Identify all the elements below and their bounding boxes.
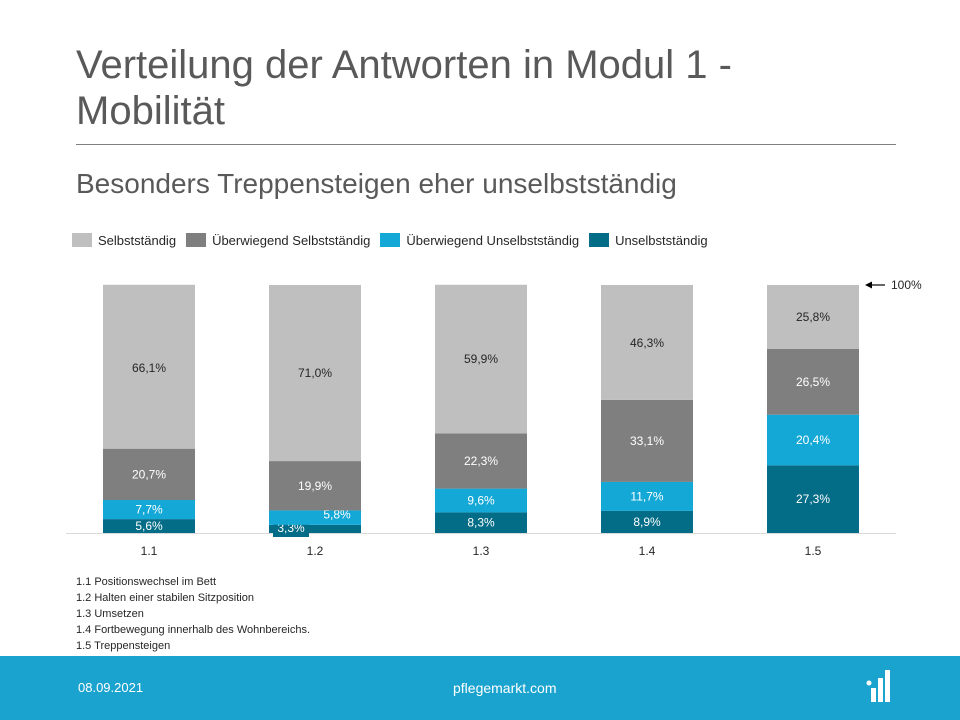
bar-segment <box>767 285 859 349</box>
data-label: 59,9% <box>464 352 498 366</box>
footer-bar: 08.09.2021 pflegemarkt.com <box>0 656 960 720</box>
bar-segment <box>103 500 195 520</box>
bar-segment <box>269 285 361 462</box>
legend-item-ueberwiegend-selbststaendig: Überwiegend Selbstständig <box>186 233 370 248</box>
data-label: 7,7% <box>135 503 163 517</box>
annotation-arrow-head <box>865 281 872 289</box>
data-label: 20,4% <box>796 433 830 447</box>
bar-segment <box>435 433 527 489</box>
legend-item-unselbststaendig: Unselbstständig <box>589 233 708 248</box>
chart-legend: Selbstständig Überwiegend Selbstständig … <box>72 232 718 248</box>
data-label: 27,3% <box>796 492 830 506</box>
data-label: 8,9% <box>633 515 661 529</box>
x-tick-label: 1.1 <box>141 544 158 558</box>
x-tick-label: 1.3 <box>473 544 490 558</box>
bar-segment <box>435 512 527 533</box>
footnote-1-4: 1.4 Fortbewegung innerhalb des Wohnberei… <box>76 624 311 636</box>
footer-site: pflegemarkt.com <box>453 680 557 696</box>
legend-swatch-ueberwiegend-selbststaendig <box>186 233 207 247</box>
legend-label-selbststaendig: Selbstständig <box>98 232 177 248</box>
data-label: 66,1% <box>132 361 166 375</box>
bar-segment <box>435 284 527 434</box>
legend-label-ueberwiegend-unselbststaendig: Überwiegend Unselbstständig <box>406 232 580 248</box>
data-label: 11,7% <box>630 489 663 503</box>
bar-segment <box>601 399 693 482</box>
slide-title: Verteilung der Antworten in Modul 1 - Mo… <box>76 43 732 133</box>
data-label: 5,8% <box>323 508 351 522</box>
data-label: 46,3% <box>630 336 664 350</box>
data-label: 25,8% <box>796 310 830 324</box>
data-label: 20,7% <box>132 467 166 481</box>
bar-segment <box>269 510 361 525</box>
legend-label-ueberwiegend-selbststaendig: Überwiegend Selbstständig <box>212 232 371 248</box>
data-label: 19,9% <box>298 479 332 493</box>
x-tick-label: 1.5 <box>805 544 822 558</box>
data-label: 9,6% <box>467 494 495 508</box>
footer-date: 08.09.2021 <box>78 680 144 695</box>
bar-segment <box>103 284 195 449</box>
bar-segment <box>103 448 195 501</box>
legend-item-selbststaendig: Selbstständig <box>72 233 176 248</box>
bar-segment <box>767 414 859 466</box>
x-tick-label: 1.2 <box>307 544 324 558</box>
bar-segment <box>601 510 693 533</box>
slide-subtitle: Besonders Treppensteigen eher unselbstst… <box>76 168 677 199</box>
category-footnotes: 1.1 Positionswechsel im Bett 1.2 Halten … <box>76 574 310 654</box>
data-label: 26,5% <box>796 375 830 389</box>
legend-label-unselbststaendig: Unselbstständig <box>615 232 708 248</box>
bar-segment <box>767 465 859 533</box>
data-label: 22,3% <box>464 454 498 468</box>
bar-segment <box>103 519 195 533</box>
title-divider <box>76 144 896 145</box>
bar-segment <box>269 461 361 511</box>
legend-swatch-unselbststaendig <box>589 233 610 247</box>
annotation-100-percent: 100% <box>891 278 922 292</box>
bar-segment <box>269 524 361 533</box>
bar-segment <box>435 488 527 513</box>
data-label: 5,6% <box>135 519 163 533</box>
footnote-1-5: 1.5 Treppensteigen <box>76 640 171 652</box>
x-tick-label: 1.4 <box>639 544 656 558</box>
legend-swatch-selbststaendig <box>72 233 92 247</box>
data-label: 71,0% <box>298 366 332 380</box>
bar-segment <box>601 285 693 400</box>
legend-swatch-ueberwiegend-unselbststaendig <box>380 233 401 247</box>
footnote-1-1: 1.1 Positionswechsel im Bett <box>76 576 217 588</box>
bar-segment <box>601 481 693 511</box>
footnote-1-3: 1.3 Umsetzen <box>76 608 144 620</box>
data-label: 8,3% <box>467 516 495 530</box>
bar-segment <box>767 348 859 415</box>
bar-chart-logo-icon <box>866 670 890 702</box>
legend-item-ueberwiegend-unselbststaendig: Überwiegend Unselbstständig <box>380 233 579 248</box>
footnote-1-2: 1.2 Halten einer stabilen Sitzposition <box>76 592 254 604</box>
data-label: 33,1% <box>630 434 664 448</box>
